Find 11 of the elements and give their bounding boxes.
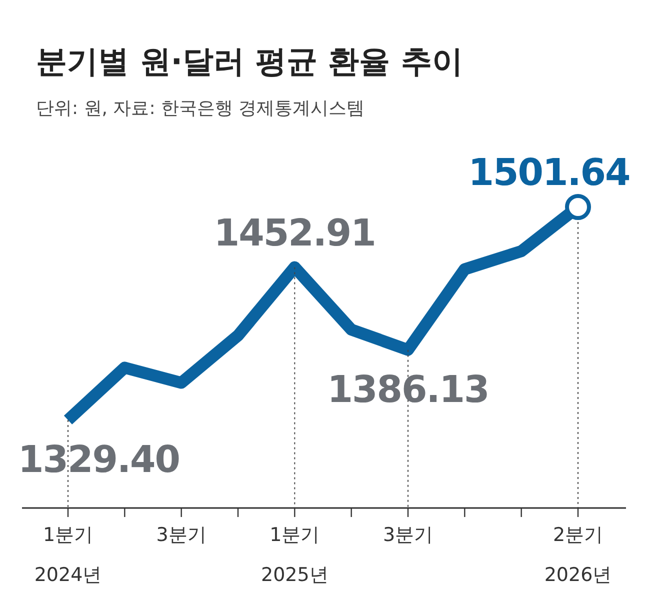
data-label: 1386.13 [327,368,489,411]
chart-subtitle: 단위: 원, 자료: 한국은행 경제통계시스템 [36,98,365,119]
data-label: 1501.64 [468,151,630,194]
x-tick-label: 3분기 [156,524,206,546]
data-label: 1452.91 [214,211,376,254]
x-tick-label: 3분기 [382,524,434,546]
data-label: 1329.40 [18,438,180,481]
x-tick-label: 2분기 2026년 [544,524,612,586]
chart-title: 분기별 원·달러 평균 환율 추이 [36,44,463,80]
x-tick-label: 1분기 2024년 [34,524,102,586]
x-tick-label: 1분기 2025년 [260,524,328,586]
